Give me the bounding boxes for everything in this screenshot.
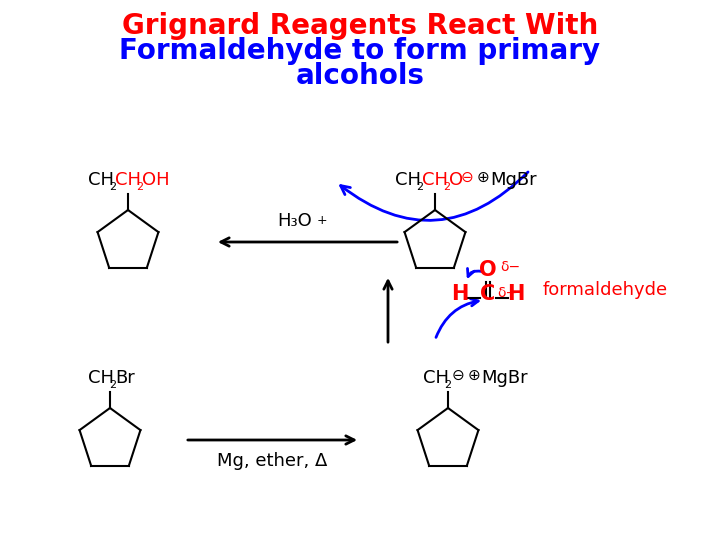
FancyArrowPatch shape bbox=[436, 299, 478, 338]
Text: MgBr: MgBr bbox=[490, 171, 536, 189]
Text: C: C bbox=[480, 284, 495, 304]
Text: 2: 2 bbox=[416, 182, 423, 192]
Text: MgBr: MgBr bbox=[481, 369, 528, 387]
Text: 2: 2 bbox=[136, 182, 143, 192]
Text: +: + bbox=[317, 214, 328, 227]
Text: alcohols: alcohols bbox=[295, 62, 425, 90]
Text: 2: 2 bbox=[109, 380, 116, 390]
Text: 2: 2 bbox=[443, 182, 450, 192]
Text: OH: OH bbox=[142, 171, 170, 189]
Text: formaldehyde: formaldehyde bbox=[543, 281, 668, 299]
Text: ⊖: ⊖ bbox=[461, 170, 474, 185]
Text: H: H bbox=[508, 284, 525, 304]
FancyArrowPatch shape bbox=[467, 268, 481, 276]
Text: CH: CH bbox=[422, 171, 448, 189]
Text: H: H bbox=[451, 284, 469, 304]
Text: δ+: δ+ bbox=[497, 286, 517, 300]
Text: ⊖: ⊖ bbox=[452, 368, 464, 383]
Text: CH: CH bbox=[115, 171, 141, 189]
FancyArrowPatch shape bbox=[341, 172, 528, 220]
Text: ⊕: ⊕ bbox=[477, 170, 490, 185]
Text: Formaldehyde to form primary: Formaldehyde to form primary bbox=[120, 37, 600, 65]
Text: ⊕: ⊕ bbox=[468, 368, 481, 383]
Text: H₃O: H₃O bbox=[278, 212, 312, 230]
Text: O: O bbox=[449, 171, 463, 189]
Text: 2: 2 bbox=[109, 182, 116, 192]
Text: 2: 2 bbox=[444, 380, 451, 390]
Text: δ−: δ− bbox=[500, 260, 520, 274]
Text: Mg, ether, Δ: Mg, ether, Δ bbox=[217, 452, 327, 470]
Text: Br: Br bbox=[115, 369, 135, 387]
Text: CH: CH bbox=[88, 369, 114, 387]
Text: O: O bbox=[480, 260, 497, 280]
Text: CH: CH bbox=[88, 171, 114, 189]
Text: CH: CH bbox=[395, 171, 421, 189]
Text: CH: CH bbox=[423, 369, 449, 387]
Text: Grignard Reagents React With: Grignard Reagents React With bbox=[122, 12, 598, 40]
